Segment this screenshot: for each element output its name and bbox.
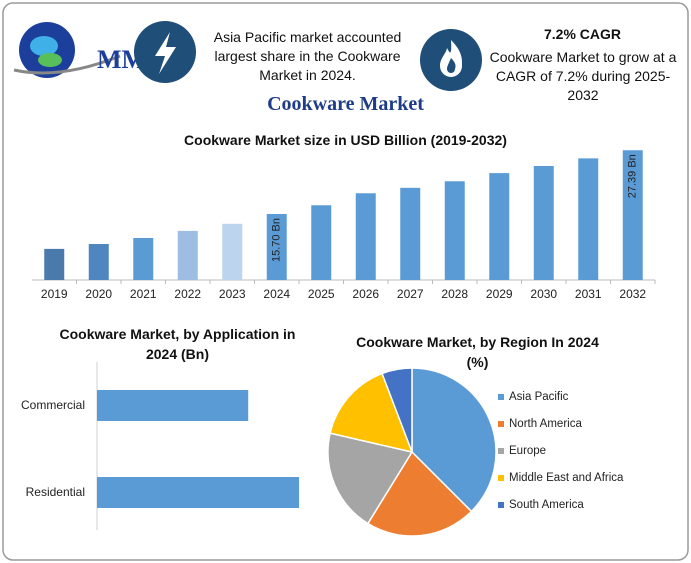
legend-marker: [498, 475, 504, 481]
bar: [400, 187, 421, 280]
highlight-2: Cookware Market to grow at a CAGR of 7.2…: [489, 49, 677, 103]
legend-label: Europe: [509, 445, 546, 457]
chart-title: Cookware Market, by Region In 2024 (%): [356, 334, 599, 370]
bar: [266, 214, 287, 280]
x-tick-label: 2027: [397, 287, 424, 301]
y-tick-label: Commercial: [21, 398, 85, 412]
legend-marker: [498, 421, 504, 427]
logo-globe: [13, 22, 121, 78]
bar: [222, 223, 243, 280]
x-tick-label: 2029: [486, 287, 513, 301]
bar: [97, 390, 249, 421]
legend-marker: [498, 448, 504, 454]
x-tick-label: 2032: [619, 287, 646, 301]
pie-slice: [381, 367, 413, 453]
x-tick-label: 2021: [130, 287, 157, 301]
bar: [489, 173, 510, 280]
pie-slice: [329, 372, 414, 454]
bar: [533, 166, 554, 280]
y-tick-label: Residential: [26, 485, 85, 499]
x-tick-label: 2020: [85, 287, 112, 301]
bar: [578, 158, 599, 280]
bolt-icon: [134, 21, 196, 83]
bar: [311, 205, 332, 280]
legend-label: South America: [509, 499, 584, 511]
bar: [177, 230, 198, 280]
bar: [622, 150, 643, 280]
chart-title: Cookware Market, by Application in 2024 …: [59, 326, 296, 362]
chart-title: Cookware Market size in USD Billion (201…: [184, 132, 507, 148]
x-tick-label: 2026: [352, 287, 379, 301]
legend-marker: [498, 502, 504, 508]
legend-marker: [498, 394, 504, 400]
pie-slice: [411, 367, 497, 513]
main-title: Cookware Market: [267, 93, 424, 115]
bar: [133, 238, 154, 280]
legend-label: North America: [509, 418, 582, 430]
value-label: 27.39 Bn: [627, 154, 639, 198]
x-tick-label: 2024: [263, 287, 290, 301]
highlight-1: Asia Pacific market accounted largest sh…: [213, 29, 402, 83]
bar: [97, 477, 300, 508]
x-tick-label: 2030: [530, 287, 557, 301]
pie-slice: [327, 432, 414, 525]
x-tick-label: 2023: [219, 287, 246, 301]
flame-icon: [420, 29, 482, 91]
x-tick-label: 2031: [575, 287, 602, 301]
legend-label: Asia Pacific: [509, 391, 569, 403]
bar: [355, 193, 376, 280]
value-label: 15.70 Bn: [271, 218, 283, 262]
legend-label: Middle East and Africa: [509, 472, 624, 484]
highlight-2-title: 7.2% CAGR: [543, 26, 622, 42]
x-tick-label: 2028: [441, 287, 468, 301]
x-tick-label: 2025: [308, 287, 335, 301]
pie-slice: [366, 450, 473, 537]
bar: [444, 181, 465, 280]
bar: [44, 248, 65, 280]
x-tick-label: 2019: [41, 287, 68, 301]
bar: [88, 244, 109, 280]
x-tick-label: 2022: [174, 287, 201, 301]
